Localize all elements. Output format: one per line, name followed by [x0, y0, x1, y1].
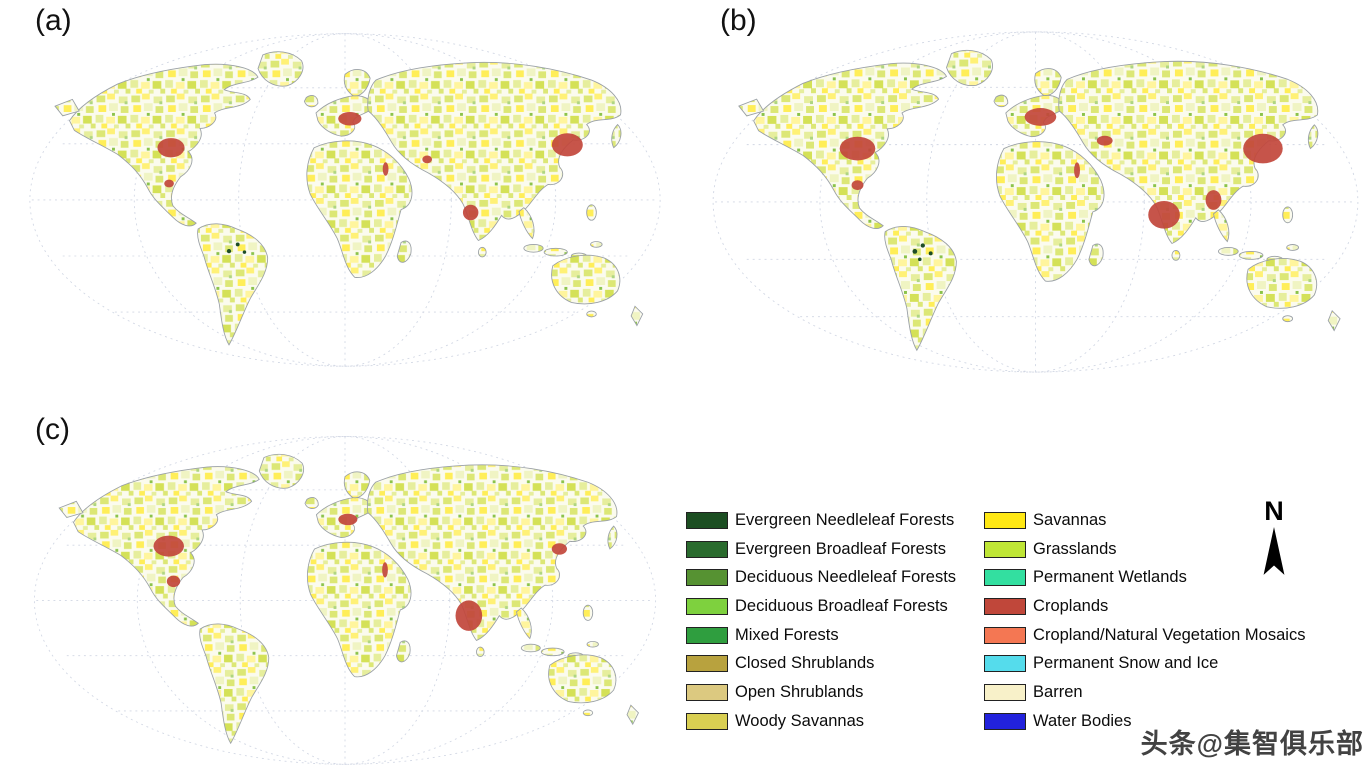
legend-swatch [686, 597, 728, 615]
legend-swatch [686, 540, 728, 558]
legend-label: Croplands [1033, 596, 1109, 615]
legend-swatch [984, 712, 1027, 730]
legend-item: Mixed Forests [686, 621, 956, 650]
forest-dots-b [912, 243, 933, 262]
legend-swatch [984, 511, 1027, 529]
legend-swatch [984, 683, 1027, 701]
legend-item: Closed Shrublands [686, 649, 956, 678]
legend-item: Savannas [984, 506, 1305, 535]
legend-label: Savannas [1033, 510, 1107, 529]
north-arrow-icon [1263, 527, 1285, 575]
legend-swatch [686, 683, 728, 701]
legend-column-2: Savannas Grasslands Permanent Wetlands C… [984, 506, 1305, 736]
legend-swatch [984, 597, 1027, 615]
legend-label: Evergreen Needleleaf Forests [735, 510, 955, 529]
legend-item: Evergreen Needleleaf Forests [686, 506, 956, 535]
legend-swatch [984, 540, 1027, 558]
legend-item: Deciduous Broadleaf Forests [686, 592, 956, 621]
legend-label: Mixed Forests [735, 625, 839, 644]
forest-dots-a [226, 242, 247, 254]
legend-item: Deciduous Needleleaf Forests [686, 563, 956, 592]
legend-label: Water Bodies [1033, 711, 1132, 730]
legend-swatch [984, 569, 1027, 587]
legend: Evergreen Needleleaf Forests Evergreen B… [686, 506, 1305, 736]
legend-swatch [686, 511, 728, 529]
legend-item: Water Bodies [984, 707, 1305, 736]
north-arrow: N [1252, 498, 1296, 577]
legend-label: Closed Shrublands [735, 654, 875, 673]
legend-item: Open Shrublands [686, 678, 956, 707]
panel-b-label: (b) [720, 4, 757, 37]
legend-label: Open Shrublands [735, 682, 864, 701]
legend-column-1: Evergreen Needleleaf Forests Evergreen B… [686, 506, 956, 736]
legend-label: Woody Savannas [735, 711, 865, 730]
legend-swatch [686, 569, 728, 587]
legend-item: Grasslands [984, 535, 1305, 564]
legend-item: Cropland/Natural Vegetation Mosaics [984, 621, 1305, 650]
legend-swatch [686, 712, 728, 730]
legend-item: Croplands [984, 592, 1305, 621]
cropland-patches-a [157, 111, 583, 221]
north-arrow-label: N [1264, 496, 1284, 526]
legend-label: Barren [1033, 682, 1083, 701]
panel-c: (c) [0, 405, 690, 770]
legend-label: Permanent Wetlands [1033, 568, 1187, 587]
world-map-c [33, 436, 657, 765]
legend-item: Permanent Snow and Ice [984, 649, 1305, 678]
legend-swatch [686, 655, 728, 673]
legend-item: Woody Savannas [686, 707, 956, 736]
panel-c-label: (c) [35, 413, 70, 446]
panel-a: (a) [0, 0, 690, 400]
legend-label: Cropland/Natural Vegetation Mosaics [1033, 625, 1306, 644]
legend-label: Evergreen Broadleaf Forests [735, 539, 946, 558]
panel-b: (b) [700, 0, 1370, 400]
legend-swatch [686, 626, 728, 644]
world-map-a [29, 33, 661, 367]
legend-label: Grasslands [1033, 539, 1117, 558]
legend-item: Permanent Wetlands [984, 563, 1305, 592]
legend-item: Evergreen Broadleaf Forests [686, 535, 956, 564]
legend-label: Deciduous Broadleaf Forests [735, 596, 948, 615]
watermark: 头条@集智俱乐部 [1140, 729, 1364, 759]
panel-a-label: (a) [35, 4, 72, 37]
legend-swatch [984, 626, 1027, 644]
legend-label: Deciduous Needleleaf Forests [735, 568, 957, 587]
world-map-b [712, 31, 1359, 373]
cropland-patches-c [153, 513, 567, 631]
legend-item: Barren [984, 678, 1305, 707]
cropland-patches-b [839, 108, 1283, 229]
legend-label: Permanent Snow and Ice [1033, 654, 1219, 673]
legend-swatch [984, 655, 1027, 673]
